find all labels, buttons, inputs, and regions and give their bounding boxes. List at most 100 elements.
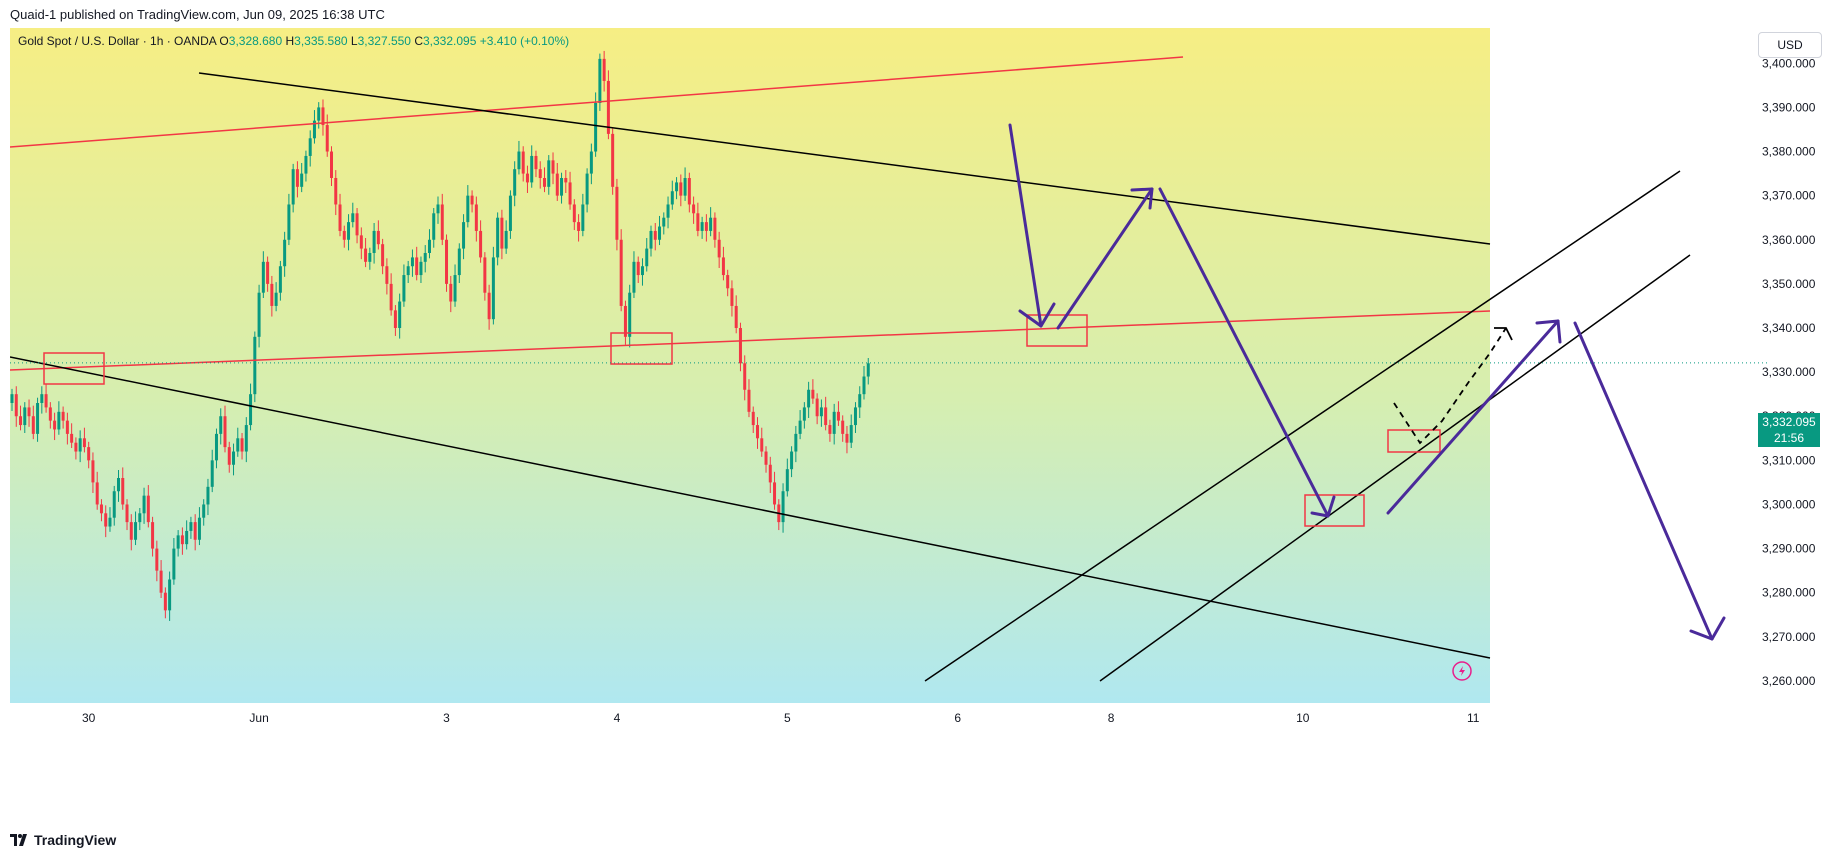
projected-path-dashed[interactable] [1393,327,1507,445]
candle-body [19,416,23,426]
candle-body [185,530,189,545]
candle-body [653,230,657,240]
candle-body [836,411,840,421]
drawings-group [9,56,1768,682]
legend-symbol: Gold Spot / U.S. Dollar · 1h · OANDA [18,34,217,48]
candle-body [325,125,329,152]
candle-body [581,204,585,231]
up-arrow[interactable] [1386,319,1560,515]
candle-body [555,173,559,196]
down-arrow[interactable] [1008,123,1043,328]
candle-body [738,328,742,364]
legend-low: L3,327.550 [350,34,411,48]
plot-background [10,28,1490,703]
candle-body [236,438,240,452]
candle-body [368,253,372,262]
candle-body [632,261,636,293]
candle-body [163,592,167,611]
candle-body [440,204,444,240]
candle-body [189,522,193,531]
candle-body [87,447,91,461]
candle-body [508,195,512,231]
last-price-tag: 3,332.095 21:56 [1758,413,1820,447]
price-tick-label: 3,310.000 [1762,453,1816,467]
candle-body [330,151,333,178]
price-tick-label: 3,350.000 [1762,277,1816,291]
bar-countdown: 21:56 [1773,431,1805,445]
lightning-icon[interactable] [1452,661,1472,681]
time-tick-label: 30 [82,711,96,725]
candle-body [453,275,457,302]
chart-area[interactable]: 3,260.000 3,270.000 3,280.000 3,290.000 3,30… [9,28,1825,823]
time-tick-label: 11 [1467,711,1480,725]
candle-body [794,433,798,452]
time-tick-label: 4 [614,711,621,725]
tradingview-logo-icon [10,834,27,846]
lower-descending-trendline[interactable] [9,356,1491,659]
candlestick-chart[interactable]: 3,260.000 3,270.000 3,280.000 3,290.000 3,30… [9,28,1825,823]
candle-body [65,420,69,434]
candle-body [521,151,525,174]
support-zone-box[interactable] [43,352,105,385]
upper-resistance-line[interactable] [9,56,1184,148]
candle-body [74,442,78,452]
time-scale-background [10,703,1825,823]
candle-body [347,222,351,240]
candle-body [419,261,423,276]
candle-body [547,160,551,187]
ascending-channel-lower[interactable] [1099,254,1691,682]
candle-body [687,178,691,205]
candle-body [534,155,538,170]
candle-body [807,389,811,408]
time-tick-label: Jun [249,711,268,725]
candle-body [283,239,287,267]
support-zone-box[interactable] [1026,314,1088,347]
price-tick-label: 3,400.000 [1762,56,1816,70]
last-price-value: 3,332.095 [1762,415,1816,429]
currency-button[interactable]: USD [1758,32,1822,58]
support-zone-box[interactable] [610,332,673,365]
down-arrow[interactable] [1158,187,1330,518]
time-tick-label: 5 [784,711,791,725]
candle-body [717,239,721,258]
ascending-channel-upper[interactable] [924,170,1681,682]
candle-body [764,451,768,465]
candle-body [180,535,184,545]
candle-body [773,482,777,505]
candle-body [57,411,61,430]
down-arrow-head[interactable] [1310,495,1336,518]
down-arrow-head[interactable] [1018,302,1056,328]
candle-body [560,178,564,196]
up-arrow-head[interactable] [1130,187,1154,210]
candle-body [564,178,568,183]
candle-body [760,438,764,452]
candle-body [449,283,453,302]
support-zone-box[interactable] [1387,429,1441,453]
candle-body [470,195,474,205]
candle-body [479,230,483,258]
tradingview-footer[interactable]: TradingView [10,832,116,848]
candle-body [594,103,598,152]
legend-high: H3,335.580 [285,34,348,48]
support-zone-box[interactable] [1304,494,1365,527]
upper-descending-trendline[interactable] [198,72,1491,245]
candle-body [415,257,419,276]
down-arrow-head[interactable] [1689,616,1726,641]
candle-body [398,301,402,328]
candle-body [768,464,772,483]
candle-body [423,253,427,262]
time-axis[interactable]: 30 Jun 3 4 5 6 8 10 11 [82,711,1480,725]
candle-body [679,182,683,196]
down-arrow[interactable] [1573,321,1714,641]
mid-resistance-line[interactable] [9,310,1491,371]
up-arrow-head[interactable] [1535,319,1562,344]
time-tick-label: 10 [1296,711,1310,725]
price-axis[interactable]: 3,260.000 3,270.000 3,280.000 3,290.000 3,30… [1762,56,1816,688]
candle-body [278,266,282,293]
candle-body [474,204,478,231]
candle-body [274,292,278,306]
candle-body [658,226,662,240]
candle-body [543,178,546,187]
candle-body [491,257,495,320]
up-arrow[interactable] [1056,187,1154,330]
